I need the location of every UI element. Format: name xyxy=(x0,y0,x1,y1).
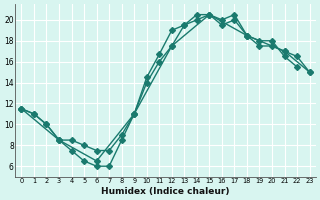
X-axis label: Humidex (Indice chaleur): Humidex (Indice chaleur) xyxy=(101,187,230,196)
